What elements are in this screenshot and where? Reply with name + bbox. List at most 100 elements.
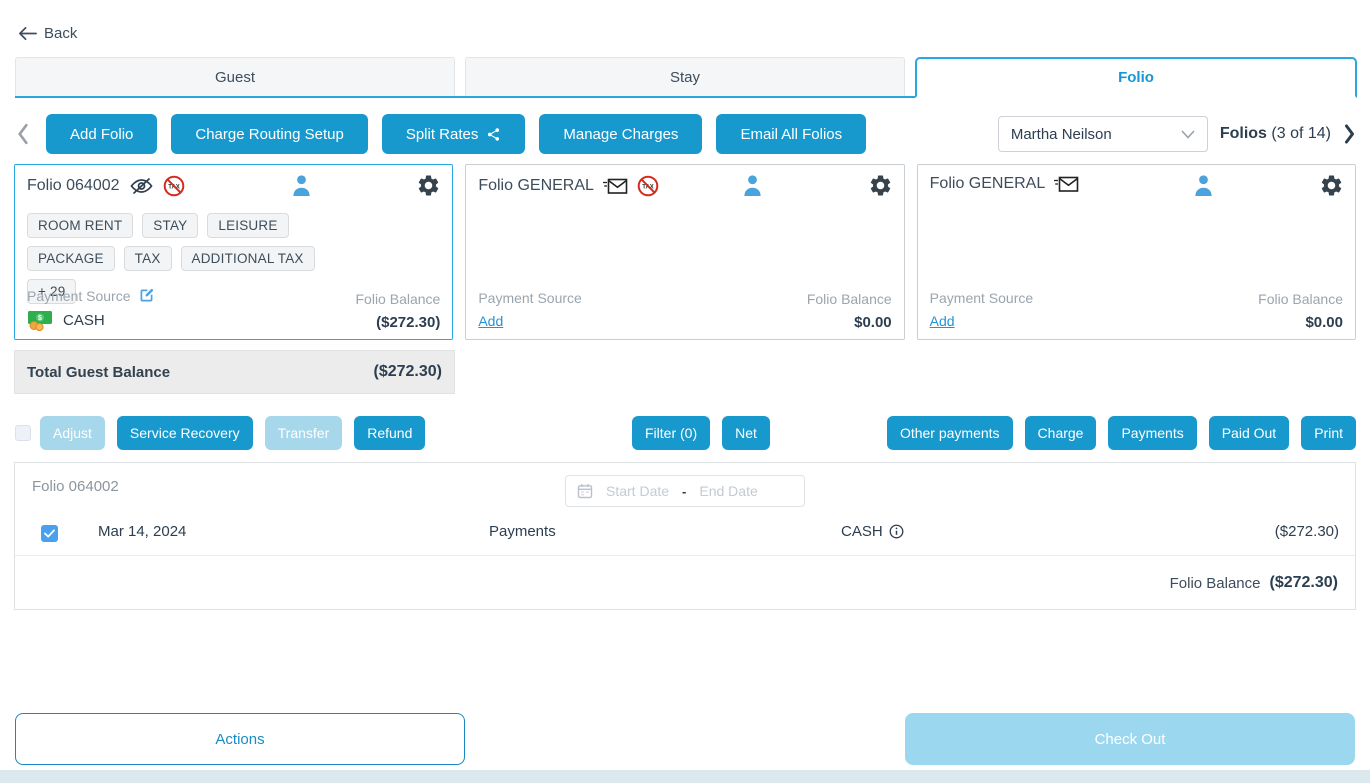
table-folio-balance-label: Folio Balance [1169, 574, 1261, 592]
transfer-button[interactable]: Transfer [264, 416, 343, 450]
payment-source-label: Payment Source [478, 290, 582, 306]
folio-balance-amount: $0.00 [1305, 314, 1343, 331]
total-guest-balance-label: Total Guest Balance [27, 363, 171, 381]
guest-person-icon[interactable] [742, 174, 763, 197]
total-guest-balance-bar: Total Guest Balance ($272.30) [14, 350, 455, 394]
add-folio-button[interactable]: Add Folio [46, 114, 158, 154]
payment-source-label: Payment Source [27, 287, 131, 304]
transactions-panel: Folio 064002 Start Date - End Date Mar 1… [14, 462, 1356, 610]
folio-balance-amount: $0.00 [854, 314, 892, 331]
add-payment-source-link[interactable]: Add [478, 313, 504, 329]
folio-balance-label: Folio Balance [355, 291, 441, 307]
gear-icon[interactable] [1319, 173, 1344, 198]
guest-select[interactable]: Martha Neilson [997, 116, 1208, 152]
email-sent-icon [1054, 176, 1079, 193]
share-icon [486, 127, 501, 142]
tag-tax: TAX [123, 246, 172, 271]
print-button[interactable]: Print [1301, 416, 1356, 450]
folio-balance-amount: ($272.30) [376, 314, 441, 331]
back-arrow-icon [18, 26, 37, 41]
folio-toolbar: Add Folio Charge Routing Setup Split Rat… [16, 114, 1356, 154]
tag-stay: STAY [142, 213, 199, 238]
folio-card-064002[interactable]: Folio 064002 TAX ROOM RENT STAY LEISURE … [14, 164, 454, 340]
email-all-folios-button[interactable]: Email All Folios [716, 114, 867, 154]
transactions-footer: Folio Balance ($272.30) [15, 556, 1355, 610]
tag-additional-tax: ADDITIONAL TAX [180, 246, 315, 271]
tag-package: PACKAGE [27, 246, 115, 271]
transaction-actions-bar: Adjust Service Recovery Transfer Refund … [15, 416, 1356, 450]
check-out-button[interactable]: Check Out [905, 713, 1355, 765]
end-date-input[interactable]: End Date [699, 483, 758, 499]
folio-balance-label: Folio Balance [1258, 291, 1343, 307]
svg-text:$: $ [38, 315, 42, 322]
gear-icon[interactable] [416, 173, 441, 198]
tab-folio[interactable]: Folio [915, 57, 1357, 98]
transactions-header: Folio 064002 Start Date - End Date [15, 463, 1355, 511]
charge-routing-setup-button[interactable]: Charge Routing Setup [171, 114, 368, 154]
date-range-picker[interactable]: Start Date - End Date [565, 475, 805, 507]
split-rates-button[interactable]: Split Rates [381, 114, 526, 154]
add-payment-source-link[interactable]: Add [929, 313, 955, 329]
email-sent-icon [602, 178, 628, 195]
guest-select-value: Martha Neilson [1010, 125, 1112, 143]
eye-off-icon[interactable] [129, 177, 154, 195]
manage-charges-button[interactable]: Manage Charges [539, 114, 703, 154]
service-recovery-button[interactable]: Service Recovery [116, 416, 253, 450]
charge-button[interactable]: Charge [1024, 416, 1097, 450]
folio-card-footer: Payment Source $ CASH Folio Balance ($27… [27, 287, 440, 331]
start-date-input[interactable]: Start Date [606, 483, 670, 499]
tag-leisure: LEISURE [207, 213, 289, 238]
actions-button[interactable]: Actions [15, 713, 465, 765]
transaction-date: Mar 14, 2024 [98, 523, 187, 540]
folio-card-header: Folio GENERAL TAX [478, 175, 891, 197]
scroll-left-icon[interactable] [16, 123, 30, 145]
folios-counter: Folios (3 of 14) [1220, 125, 1331, 143]
gear-icon[interactable] [868, 173, 893, 198]
folio-title: Folio 064002 [27, 177, 120, 194]
net-button[interactable]: Net [722, 416, 770, 450]
info-icon[interactable] [889, 524, 904, 539]
other-payments-button[interactable]: Other payments [886, 416, 1013, 450]
row-checkbox-checked[interactable] [41, 525, 58, 542]
folios-counter-count: (3 of 14) [1271, 125, 1331, 142]
back-button[interactable]: Back [18, 25, 77, 42]
calendar-icon [577, 483, 593, 499]
back-label: Back [44, 25, 78, 42]
transaction-method-label: CASH [841, 523, 883, 540]
folio-balance-block: Folio Balance $0.00 [807, 291, 892, 331]
filter-button[interactable]: Filter (0) [632, 416, 711, 450]
edit-icon[interactable] [138, 287, 155, 304]
paid-out-button[interactable]: Paid Out [1208, 416, 1290, 450]
folio-card-header: Folio 064002 TAX [27, 175, 440, 197]
payment-actions-group: Other payments Charge Payments Paid Out … [886, 416, 1356, 450]
transaction-amount: ($272.30) [1274, 523, 1339, 540]
folios-counter-title: Folios [1219, 125, 1267, 142]
folio-title: Folio GENERAL [478, 177, 594, 194]
cash-icon: $ [27, 309, 54, 331]
adjust-button[interactable]: Adjust [40, 416, 105, 450]
folio-card-general-2[interactable]: Folio GENERAL Payment Source Add Folio B… [916, 164, 1356, 340]
next-folio-icon[interactable] [1343, 124, 1356, 144]
payment-source-label: Payment Source [929, 290, 1034, 306]
folio-card-footer: Payment Source Add Folio Balance $0.00 [478, 290, 891, 331]
transaction-row[interactable]: Mar 14, 2024 Payments CASH ($272.30) [15, 511, 1355, 556]
transaction-method: CASH [841, 523, 904, 540]
folio-card-footer: Payment Source Add Folio Balance $0.00 [930, 290, 1343, 331]
payment-source-block: Payment Source Add [930, 290, 1034, 331]
total-guest-balance-amount: ($272.30) [373, 363, 443, 380]
select-all-checkbox[interactable] [15, 425, 31, 441]
folio-balance-block: Folio Balance $0.00 [1258, 291, 1343, 331]
guest-person-icon[interactable] [291, 174, 312, 197]
tab-stay[interactable]: Stay [465, 57, 905, 96]
tab-guest[interactable]: Guest [15, 57, 455, 96]
folio-card-general-1[interactable]: Folio GENERAL TAX Payment Source Add Fol… [465, 164, 905, 340]
tag-more[interactable]: + 29 [27, 279, 77, 304]
refund-button[interactable]: Refund [354, 416, 426, 450]
payments-button[interactable]: Payments [1108, 416, 1197, 450]
filter-group: Filter (0) Net [632, 416, 782, 450]
split-rates-label: Split Rates [405, 125, 479, 143]
guest-person-icon[interactable] [1193, 174, 1214, 197]
date-range-separator: - [682, 483, 687, 499]
folio-card-header: Folio GENERAL [930, 175, 1343, 193]
payment-method-value: CASH [63, 311, 105, 329]
